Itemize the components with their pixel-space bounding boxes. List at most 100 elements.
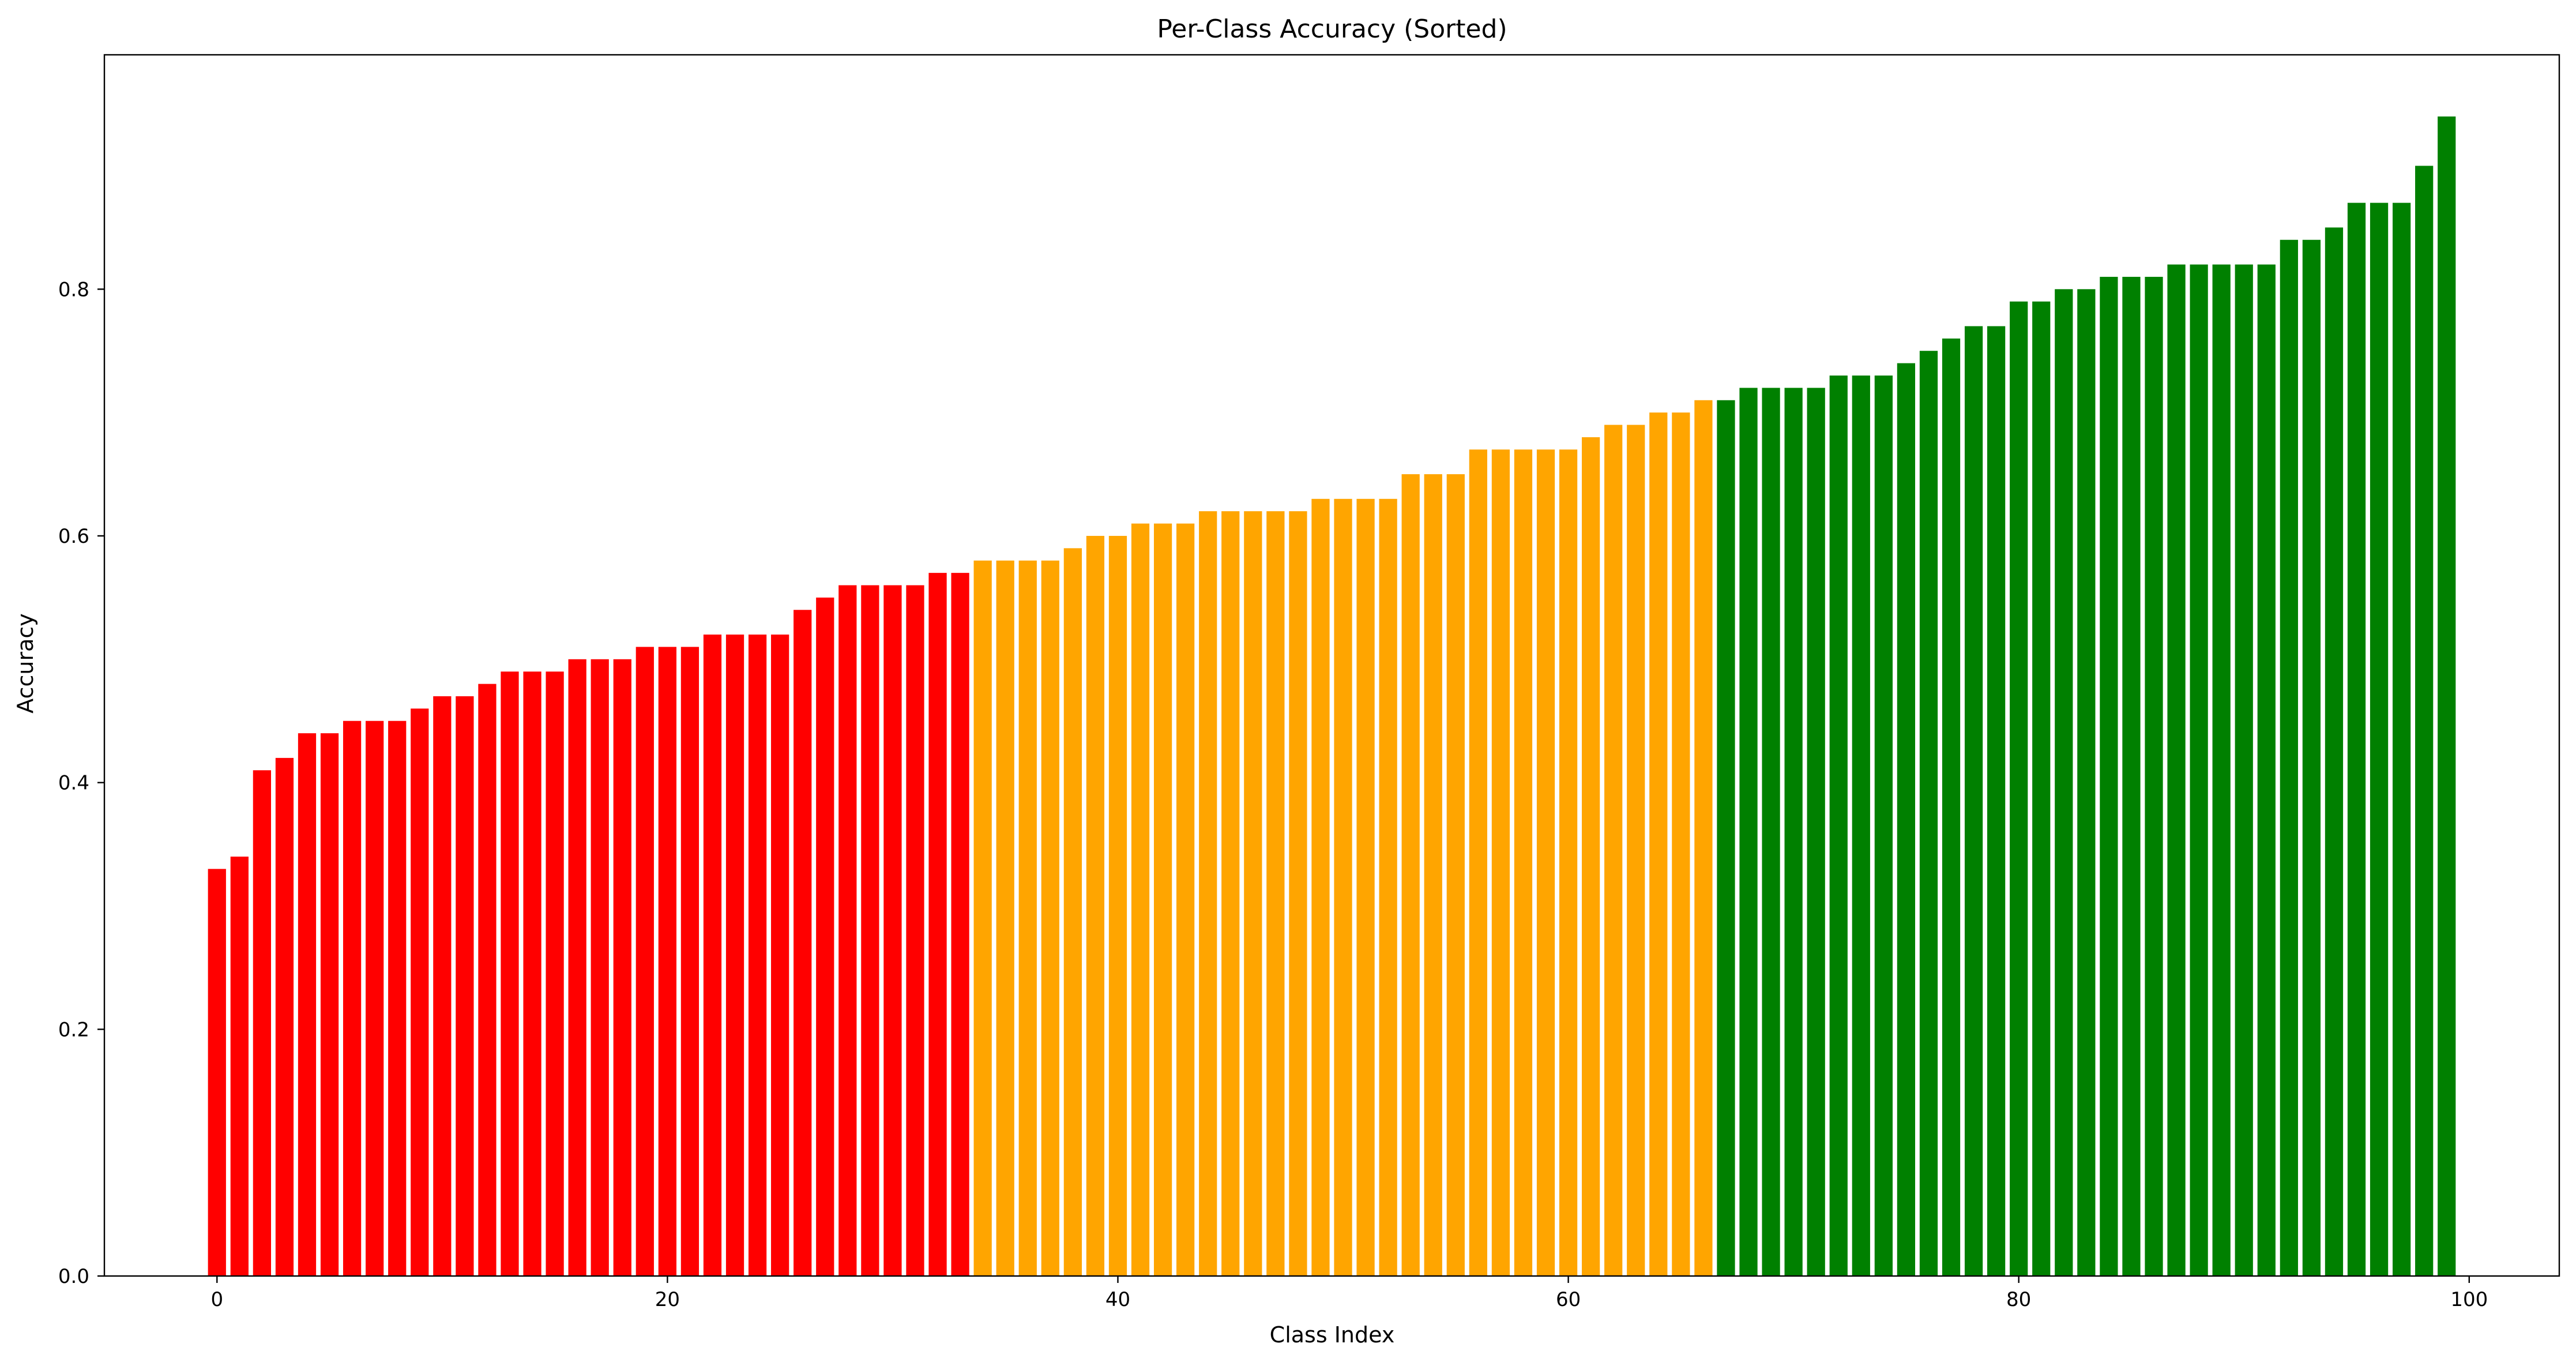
- bar-class-80: [2010, 301, 2028, 1277]
- bar-class-42: [1153, 523, 1172, 1276]
- bar-class-13: [501, 671, 519, 1276]
- bar-class-53: [1401, 474, 1420, 1276]
- bar-class-30: [883, 585, 902, 1276]
- bar-class-7: [366, 720, 384, 1276]
- bar-class-31: [906, 585, 924, 1276]
- bar-class-37: [1041, 560, 1059, 1276]
- bar-class-41: [1131, 523, 1150, 1276]
- x-tick-label: 80: [2006, 1288, 2031, 1311]
- bar-class-55: [1446, 474, 1465, 1276]
- bar-class-72: [1829, 375, 1848, 1276]
- bar-class-76: [1919, 351, 1938, 1277]
- bar-class-36: [1018, 560, 1037, 1276]
- bar-class-90: [2235, 264, 2253, 1276]
- bar-class-98: [2415, 166, 2434, 1277]
- bar-class-56: [1469, 449, 1487, 1276]
- bar-class-17: [591, 659, 609, 1276]
- bar-class-85: [2122, 276, 2141, 1276]
- bar-class-20: [658, 647, 676, 1276]
- bar-class-38: [1063, 548, 1082, 1276]
- bar-class-63: [1627, 425, 1645, 1276]
- bar-class-22: [703, 635, 722, 1276]
- bar-class-29: [861, 585, 879, 1276]
- y-tick-label: 0.8: [58, 278, 89, 301]
- bar-class-94: [2325, 227, 2344, 1276]
- bar-class-46: [1244, 511, 1262, 1277]
- bar-class-47: [1266, 511, 1285, 1277]
- bar-class-49: [1311, 498, 1330, 1276]
- x-tick-label: 40: [1105, 1288, 1130, 1311]
- bar-class-81: [2032, 301, 2051, 1277]
- bar-class-1: [230, 856, 249, 1276]
- bar-class-79: [1987, 326, 2006, 1277]
- bar-class-28: [838, 585, 857, 1276]
- bar-class-75: [1897, 363, 1916, 1276]
- x-tick-label: 20: [655, 1288, 680, 1311]
- bar-class-65: [1672, 412, 1690, 1276]
- bar-class-88: [2190, 264, 2208, 1276]
- bar-class-74: [1874, 375, 1893, 1276]
- bar-class-83: [2077, 289, 2096, 1276]
- y-axis-label: Accuracy: [13, 613, 38, 714]
- bar-class-57: [1491, 449, 1510, 1276]
- bar-class-33: [951, 573, 969, 1276]
- bar-class-44: [1199, 511, 1217, 1277]
- y-tick-label: 0.0: [58, 1265, 89, 1288]
- bar-class-8: [388, 720, 407, 1276]
- bar-class-87: [2167, 264, 2186, 1276]
- bar-class-60: [1559, 449, 1578, 1276]
- bar-class-16: [568, 659, 586, 1276]
- bar-class-15: [546, 671, 564, 1276]
- bar-class-97: [2392, 202, 2411, 1276]
- x-axis-label: Class Index: [1270, 1322, 1395, 1348]
- bar-class-58: [1514, 449, 1533, 1276]
- bar-class-39: [1086, 535, 1105, 1276]
- bar-class-25: [771, 635, 789, 1276]
- x-tick-label: 0: [210, 1288, 223, 1311]
- bar-class-69: [1762, 388, 1780, 1276]
- bar-class-5: [320, 733, 339, 1276]
- bar-class-40: [1108, 535, 1127, 1276]
- bar-class-68: [1739, 388, 1758, 1276]
- bar-class-27: [816, 597, 834, 1276]
- bar-class-78: [1964, 326, 1983, 1277]
- bar-class-66: [1694, 400, 1713, 1276]
- x-tick-label: 100: [2450, 1288, 2488, 1311]
- bar-class-92: [2280, 239, 2298, 1276]
- ticks-layer: 0 20 40 60 80 100 0.0 0.2 0.4 0.6 0.8: [58, 278, 2488, 1311]
- bar-class-11: [456, 696, 474, 1276]
- bar-class-3: [275, 757, 294, 1276]
- bar-class-77: [1942, 338, 1961, 1276]
- bar-class-70: [1784, 388, 1803, 1276]
- bar-class-59: [1536, 449, 1555, 1276]
- bar-class-71: [1807, 388, 1825, 1276]
- bar-class-91: [2257, 264, 2276, 1276]
- bar-class-35: [996, 560, 1014, 1276]
- bar-class-9: [411, 708, 429, 1276]
- bar-class-48: [1289, 511, 1307, 1277]
- bar-class-45: [1221, 511, 1240, 1277]
- bar-class-54: [1424, 474, 1442, 1276]
- y-tick-label: 0.4: [58, 772, 89, 795]
- bar-class-51: [1356, 498, 1375, 1276]
- bar-class-84: [2100, 276, 2118, 1276]
- bar-class-93: [2302, 239, 2321, 1276]
- bar-class-2: [253, 770, 271, 1276]
- bar-class-0: [208, 869, 226, 1276]
- bar-class-61: [1582, 437, 1600, 1276]
- bar-class-52: [1379, 498, 1397, 1276]
- bar-class-64: [1649, 412, 1668, 1276]
- bar-class-26: [794, 610, 812, 1276]
- bar-class-82: [2055, 289, 2073, 1276]
- bar-class-23: [725, 635, 744, 1276]
- bar-class-89: [2212, 264, 2231, 1276]
- bar-class-6: [343, 720, 362, 1276]
- bar-class-43: [1176, 523, 1195, 1276]
- bar-class-67: [1717, 400, 1735, 1276]
- bar-class-24: [748, 635, 767, 1276]
- bar-class-32: [928, 573, 947, 1276]
- bar-class-12: [478, 684, 497, 1276]
- bar-class-96: [2370, 202, 2389, 1276]
